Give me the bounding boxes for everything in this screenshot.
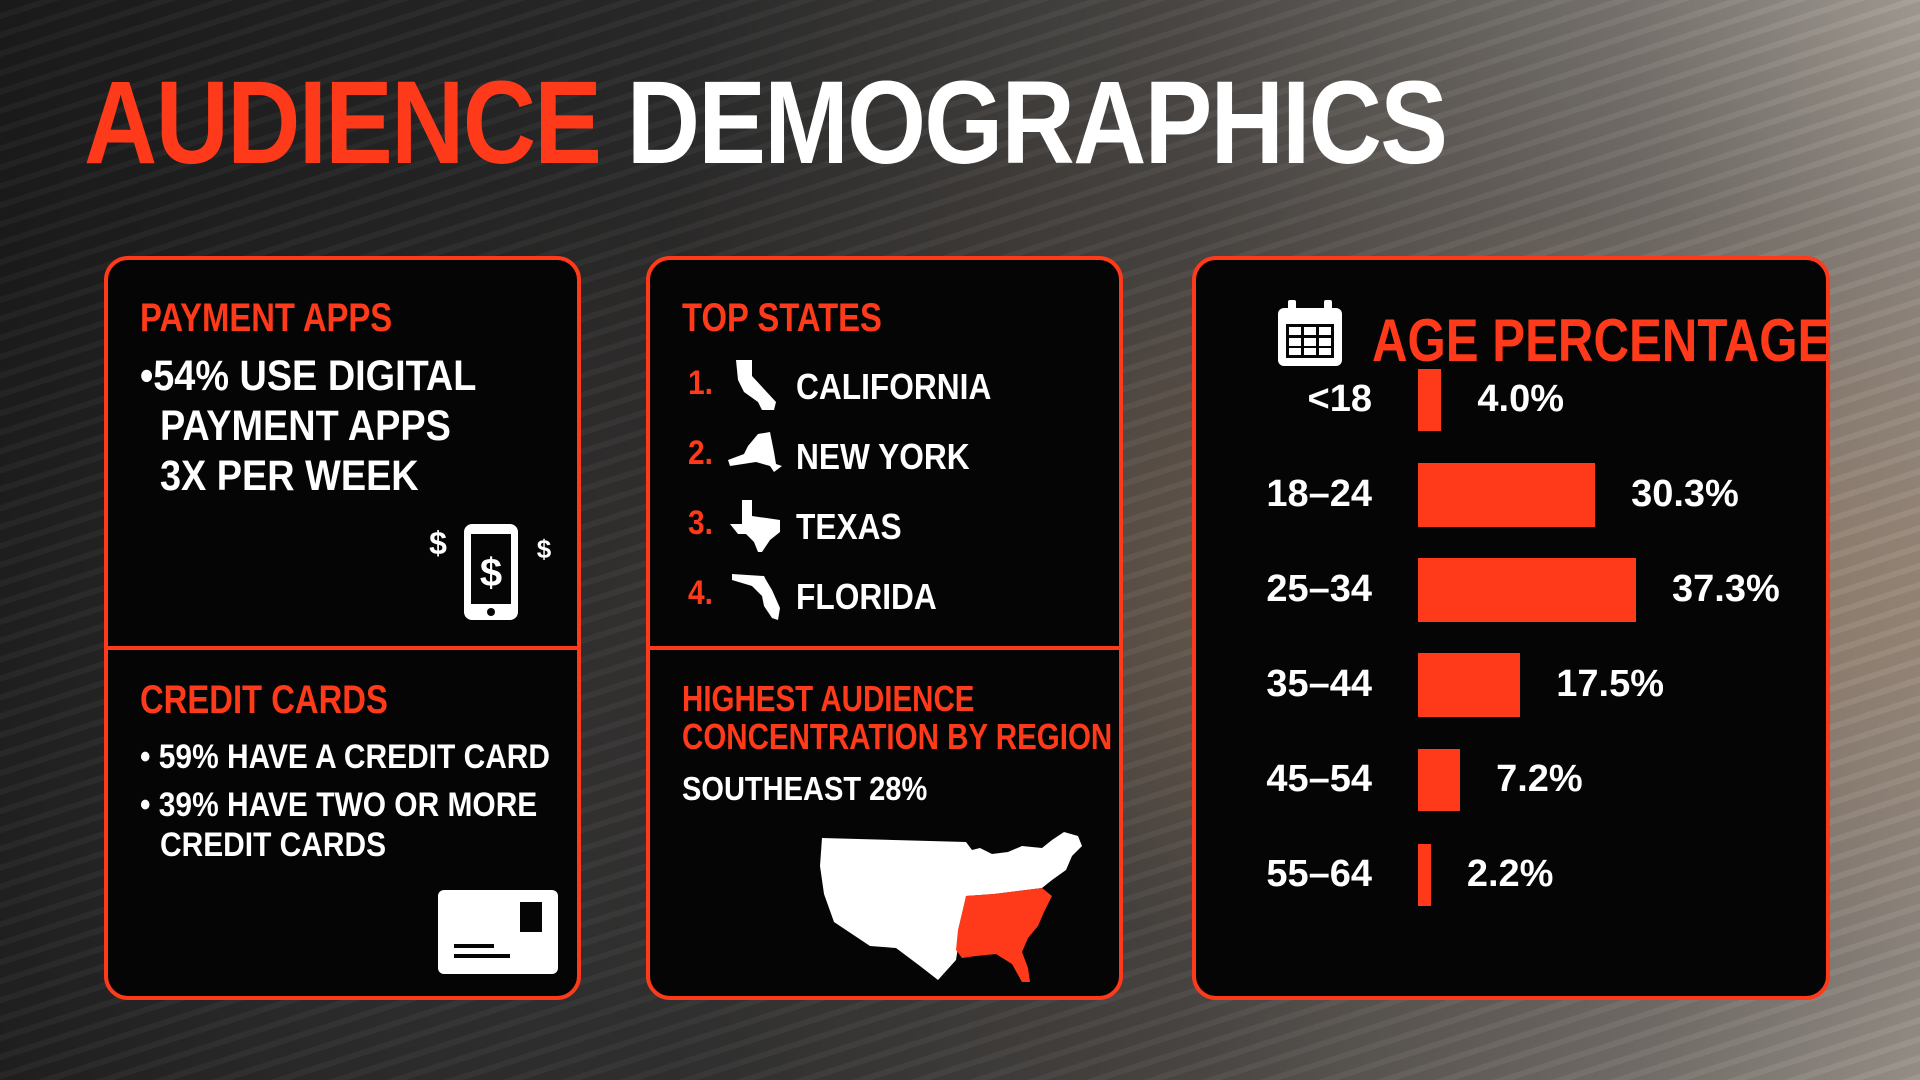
region-heading-line-2: CONCENTRATION BY REGION <box>682 716 1113 757</box>
credit-card-icon <box>438 890 558 974</box>
credit-bullet-2: • 39% HAVE TWO OR MORE <box>140 786 538 824</box>
states-region-card: TOP STATES 1. CALIFORNIA 2. NEW YORK 3. … <box>646 256 1123 1000</box>
age-value-label: 4.0% <box>1477 378 1564 420</box>
age-category-label: <18 <box>1307 378 1372 420</box>
age-bar <box>1418 463 1596 527</box>
state-rank: 4. <box>688 574 713 612</box>
age-value-label: 37.3% <box>1672 568 1780 610</box>
region-heading-line-1: HIGHEST AUDIENCE <box>682 678 975 719</box>
payment-apps-heading: PAYMENT APPS <box>140 296 393 340</box>
age-bar <box>1418 653 1521 717</box>
title-part-1: AUDIENCE <box>84 57 602 189</box>
svg-text:$: $ <box>429 525 447 561</box>
age-chart-card: AGE PERCENTAGE <18 4.0% 18–24 30.3% 25–34 37.… <box>1192 256 1830 1000</box>
age-value-label: 2.2% <box>1466 853 1554 895</box>
florida-icon <box>732 574 780 620</box>
age-category-label: 45–54 <box>1266 758 1372 800</box>
age-bar-chart: <18 4.0% 18–24 30.3% 25–34 37.3% 35–44 17.5% 45–… <box>1196 260 1826 996</box>
state-name: CALIFORNIA <box>796 366 992 407</box>
payment-bullet-line-3: 3X PER WEEK <box>160 452 419 500</box>
age-value-label: 30.3% <box>1631 473 1739 515</box>
calendar-icon <box>1278 300 1342 366</box>
payment-credit-card: PAYMENT APPS •54% USE DIGITAL PAYMENT AP… <box>104 256 581 1000</box>
us-map-icon <box>820 832 1082 982</box>
credit-bullet-3: CREDIT CARDS <box>160 826 387 864</box>
age-value-label: 17.5% <box>1556 663 1665 705</box>
state-rank: 1. <box>688 364 713 402</box>
age-bar <box>1418 558 1636 622</box>
age-bar <box>1418 844 1431 906</box>
phone-dollar-icon: $ $ $ <box>429 524 552 620</box>
payment-bullet-line-2: PAYMENT APPS <box>160 402 451 450</box>
svg-text:$: $ <box>537 534 552 564</box>
state-rank: 3. <box>688 504 713 542</box>
age-bar <box>1418 369 1442 431</box>
payment-bullet-line-1: •54% USE DIGITAL <box>140 352 477 400</box>
svg-text:$: $ <box>480 551 502 595</box>
card-divider <box>650 646 1119 650</box>
age-category-label: 25–34 <box>1266 568 1372 610</box>
chart-title: AGE PERCENTAGE <box>1372 307 1830 374</box>
credit-bullet-1: • 59% HAVE A CREDIT CARD <box>140 738 551 776</box>
state-rank: 2. <box>688 434 713 472</box>
california-icon <box>736 360 776 410</box>
age-value-label: 7.2% <box>1496 758 1583 800</box>
age-category-label: 35–44 <box>1266 663 1372 705</box>
texas-icon <box>730 500 780 552</box>
state-name: NEW YORK <box>796 436 970 477</box>
age-category-label: 55–64 <box>1266 853 1372 895</box>
state-name: TEXAS <box>796 506 902 547</box>
card-divider <box>108 646 577 650</box>
title-part-2: DEMOGRAPHICS <box>626 57 1448 189</box>
top-states-heading: TOP STATES <box>682 296 882 340</box>
page-title: AUDIENCE DEMOGRAPHICS <box>84 64 1448 182</box>
age-category-label: 18–24 <box>1266 473 1372 515</box>
region-value: SOUTHEAST 28% <box>682 770 928 807</box>
age-bar <box>1418 749 1461 811</box>
new-york-icon <box>728 432 782 472</box>
credit-cards-heading: CREDIT CARDS <box>140 678 388 722</box>
state-name: FLORIDA <box>796 576 937 617</box>
